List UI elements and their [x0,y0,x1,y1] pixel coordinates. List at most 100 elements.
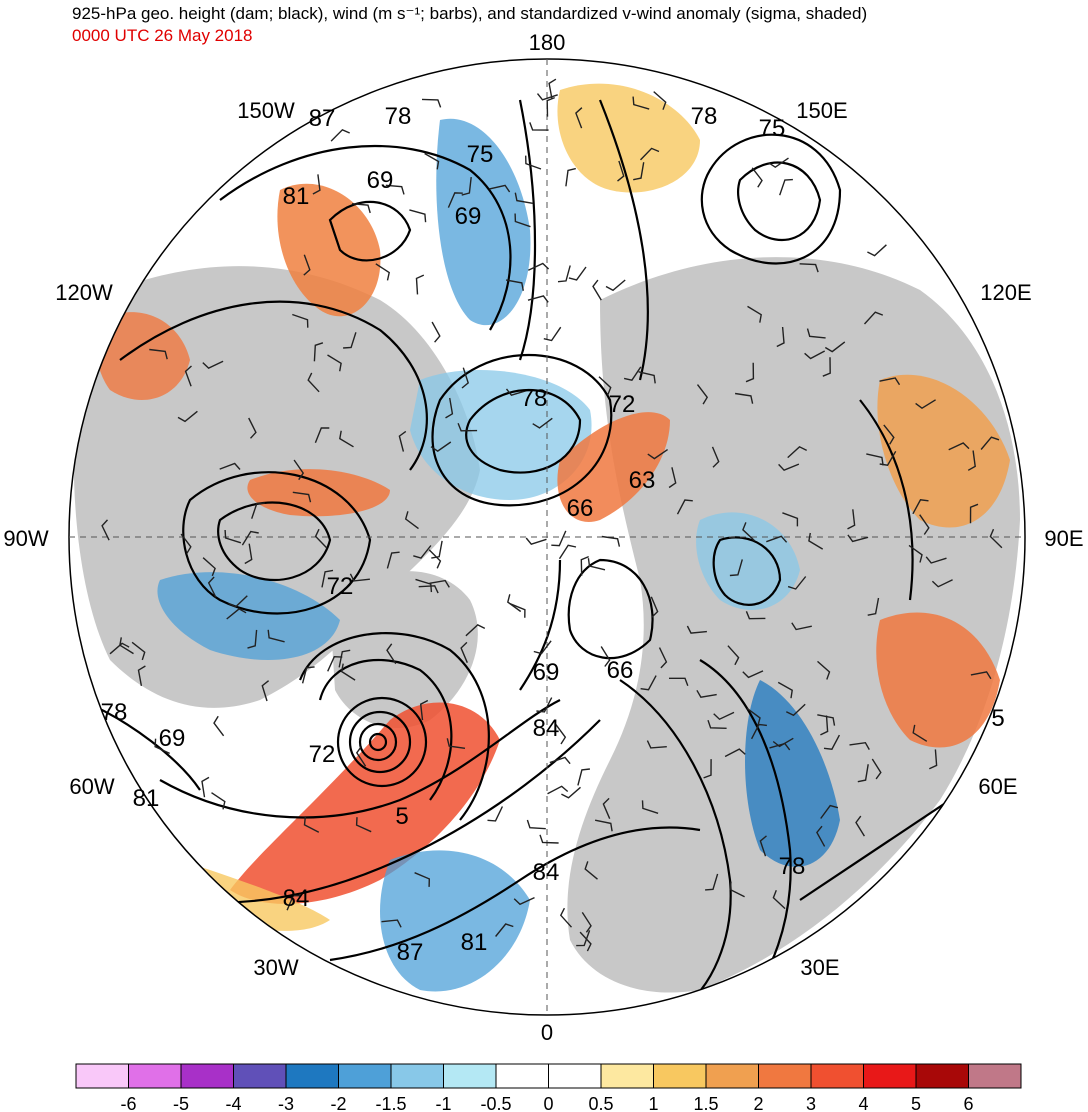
contour-label: 81 [283,183,310,210]
wind-barb [734,392,754,404]
wind-barb [177,410,198,423]
wind-barb [817,660,831,680]
wind-barb [248,417,257,439]
wind-barb [460,641,468,663]
wind-barb [413,545,432,559]
wind-barb [668,467,677,489]
anomaly-blob [557,412,670,522]
contour-label: 72 [327,573,354,600]
wind-barb [414,872,431,887]
wind-barb [211,792,226,810]
wind-barb [696,384,709,405]
wind-barb [729,559,743,577]
wind-barb [509,603,526,618]
wind-barb [445,397,454,419]
contour-label: 69 [455,203,482,230]
wind-barb [431,540,443,559]
wind-barb [746,707,761,726]
contour-label: 78 [521,385,548,412]
wind-barb [967,450,976,471]
wind-barb [601,535,621,547]
wind-barb [799,263,819,273]
anomaly-blob [95,312,190,400]
wind-barb [415,274,425,295]
wind-barb [154,738,170,755]
contour-labels: 87 78 81 69 75 69 78 75 78 72 63 66 72 6… [101,103,1005,966]
contour-label: 84 [283,885,310,912]
wind-barb [751,167,763,188]
wind-barb [555,723,567,745]
wind-barb [776,326,785,348]
wind-barb [824,341,846,353]
anomaly-blob [157,572,340,660]
wind-barb [303,254,311,276]
wind-barb [557,265,571,283]
wind-barb [421,98,442,108]
lon-label: 150E [796,98,847,123]
wind-barb [293,459,305,481]
wind-barb [355,817,372,833]
contour-label: 81 [133,785,160,812]
wind-barb [286,894,302,911]
wind-barb [419,699,429,721]
wind-barb [576,930,591,947]
wind-barb [184,365,192,387]
wind-barb [822,357,831,377]
wind-barb [261,680,270,702]
wind-barb [847,534,869,543]
wind-barb [525,537,547,546]
wind-barb [855,815,865,837]
anomaly-blob [277,183,381,317]
wind-barb [587,558,606,571]
wind-barb [729,881,745,898]
wind-barb [457,423,478,432]
contour-label: 66 [607,657,634,684]
wind-barb [686,625,707,634]
wind-barb [386,643,397,665]
contour-label: 5 [991,705,1004,732]
wind-barb [779,178,793,196]
wind-barb [314,427,330,444]
wind-barb [527,295,549,303]
wind-barb [669,677,689,687]
contour-label: 81 [461,929,488,956]
wind-barb [247,629,258,649]
wind-barb [292,313,309,328]
wind-barb [817,714,836,726]
wind-barb [863,311,884,325]
wind-barb [577,768,590,786]
contour-label: 78 [779,853,806,880]
wind-barb [352,203,371,214]
wind-barb [617,160,625,182]
wind-barb [857,764,869,783]
longitude-labels: 180 150E 120E 90E 60E 30E 0 30W 60W 90W … [3,30,1083,1045]
wind-barb [766,535,788,543]
wind-barb [742,670,764,679]
chart-title: 925-hPa geo. height (dam; black), wind (… [72,4,868,23]
contour-label: 69 [159,725,186,752]
wind-barb [327,655,343,672]
wind-barb [244,543,253,565]
wind-barb [787,576,807,590]
contour-label: 75 [467,141,494,168]
wind-barb [539,834,559,844]
wind-barb [640,675,657,691]
wind-barb [338,649,351,668]
wind-barb [551,530,567,547]
wind-barb [385,184,405,195]
wind-barb [251,502,265,519]
wind-barb [879,377,901,386]
wind-barb [707,719,727,729]
wind-barb [513,896,535,906]
wind-barb [137,665,146,687]
wind-barb [592,279,602,301]
wind-barb [109,642,130,655]
lon-label: 120E [980,280,1031,305]
wind-barb [759,835,767,857]
wind-barb [313,342,324,362]
wind-barb [970,671,992,680]
wind-barb [703,759,712,779]
wind-barb [489,184,511,193]
wind-barb [931,579,953,588]
wind-barb [602,797,611,819]
